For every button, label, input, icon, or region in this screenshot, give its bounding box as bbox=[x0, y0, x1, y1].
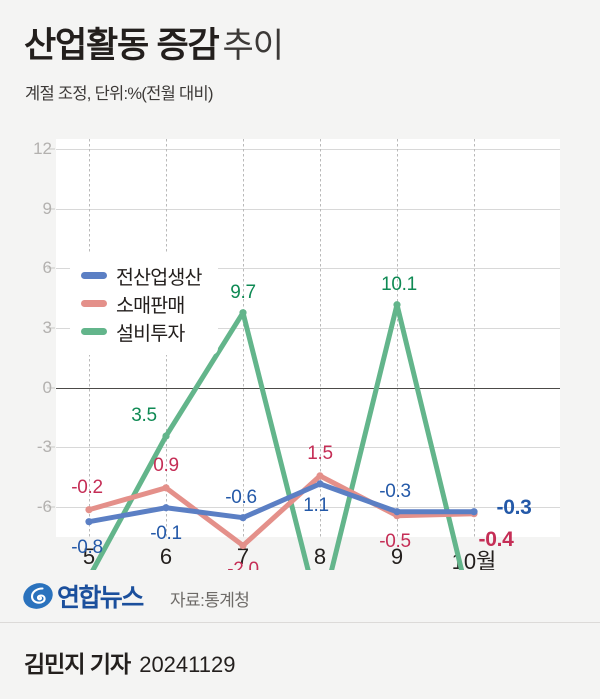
vertical-guide-line bbox=[397, 139, 398, 537]
byline-bar: 김민지 기자 20241129 bbox=[0, 622, 600, 699]
vertical-guide-line bbox=[474, 139, 475, 537]
y-axis-label: 0 bbox=[42, 377, 52, 397]
y-tick-mark bbox=[47, 267, 55, 269]
page-title: 산업활동 증감 추이 bbox=[24, 17, 285, 68]
legend-item-production: 전산업생산 bbox=[81, 261, 203, 289]
y-axis-label: 12 bbox=[33, 138, 52, 158]
series-line bbox=[86, 473, 477, 549]
yonhap-logo-text: 연합뉴스 bbox=[57, 584, 144, 612]
series-point bbox=[316, 480, 324, 488]
series-point bbox=[239, 514, 247, 522]
publish-date: 20241129 bbox=[139, 652, 236, 677]
x-axis-label: 7 bbox=[236, 544, 250, 569]
data-point-label: -0.4 bbox=[478, 527, 514, 551]
yonhap-emblem-icon bbox=[23, 583, 53, 609]
y-axis-label: 6 bbox=[42, 258, 52, 278]
series-line bbox=[86, 481, 477, 525]
gridline bbox=[56, 208, 560, 210]
series-point bbox=[239, 541, 247, 550]
data-point-label: 0.9 bbox=[153, 454, 179, 476]
gridline bbox=[56, 148, 560, 150]
data-point-label: 1.5 bbox=[307, 442, 333, 464]
footer: 연합뉴스 자료:통계청 bbox=[0, 570, 600, 622]
legend-swatch-red bbox=[81, 299, 107, 307]
series-point bbox=[162, 432, 170, 440]
series-line bbox=[86, 302, 477, 624]
y-tick-mark bbox=[47, 208, 55, 210]
legend-label-retail: 소매판매 bbox=[116, 294, 185, 317]
data-point-label: -0.3 bbox=[379, 480, 411, 502]
y-axis-label: -6 bbox=[36, 497, 52, 517]
gridline bbox=[56, 268, 560, 270]
data-point-label: 10.1 bbox=[381, 273, 417, 295]
y-axis-label: -3 bbox=[36, 437, 52, 457]
series-point bbox=[162, 484, 170, 492]
gridline bbox=[56, 507, 560, 509]
header: 산업활동 증감 추이 계절 조정, 단위:%(전월 대비) bbox=[0, 0, 600, 118]
gridline bbox=[56, 328, 560, 330]
series-point bbox=[85, 506, 93, 514]
x-axis-label: 5 bbox=[82, 544, 96, 569]
chart-subtitle: 계절 조정, 단위:%(전월 대비) bbox=[25, 85, 213, 103]
legend-label-production: 전산업생산 bbox=[116, 266, 203, 289]
data-point-label: 1.1 bbox=[303, 494, 329, 516]
series-point bbox=[239, 309, 247, 317]
title-strong: 산업활동 증감 bbox=[24, 26, 220, 65]
data-point-label: 3.5 bbox=[131, 405, 157, 427]
y-tick-mark bbox=[47, 446, 55, 448]
source-note: 자료:통계청 bbox=[170, 591, 250, 610]
data-point-label: 9.7 bbox=[230, 281, 256, 303]
data-point-label: -0.8 bbox=[71, 536, 103, 558]
series-point bbox=[393, 301, 401, 309]
x-axis-label: 8 bbox=[313, 544, 327, 569]
series-point bbox=[316, 472, 324, 480]
data-point-label: -0.2 bbox=[71, 476, 103, 498]
legend-swatch-blue bbox=[81, 271, 107, 279]
vertical-guide-line bbox=[243, 139, 244, 537]
y-tick-mark bbox=[47, 148, 55, 150]
data-point-label: -0.6 bbox=[225, 486, 257, 508]
legend-item-retail: 소매판매 bbox=[81, 289, 202, 317]
data-point-label: -0.1 bbox=[150, 522, 182, 544]
y-axis-label: 9 bbox=[42, 198, 52, 218]
y-tick-mark bbox=[47, 327, 55, 329]
reporter-name: 김민지 기자 bbox=[24, 651, 131, 677]
x-axis-label: 9 bbox=[390, 544, 404, 569]
x-axis-label: 6 bbox=[159, 544, 173, 569]
y-axis-label: 3 bbox=[42, 318, 52, 338]
vertical-guide-line bbox=[320, 139, 321, 537]
legend-swatch-green bbox=[81, 327, 107, 335]
y-tick-mark bbox=[47, 387, 55, 389]
legend-item-investment: 설비투자 bbox=[81, 317, 202, 345]
byline: 김민지 기자 20241129 bbox=[24, 645, 235, 679]
series-point bbox=[393, 508, 401, 516]
series-point bbox=[85, 518, 93, 526]
series-point bbox=[162, 504, 170, 512]
y-tick-mark bbox=[47, 506, 55, 508]
title-light: 추이 bbox=[222, 27, 285, 65]
series-point bbox=[470, 508, 478, 516]
data-point-label: -0.5 bbox=[379, 530, 411, 552]
data-point-label: -0.3 bbox=[496, 495, 532, 519]
legend-label-investment: 설비투자 bbox=[116, 322, 185, 345]
zero-axis-line bbox=[56, 387, 560, 390]
chart-legend: 전산업생산 소매판매 설비투자 bbox=[70, 252, 218, 355]
yonhap-logo: 연합뉴스 bbox=[22, 578, 144, 614]
gridline bbox=[56, 447, 560, 449]
